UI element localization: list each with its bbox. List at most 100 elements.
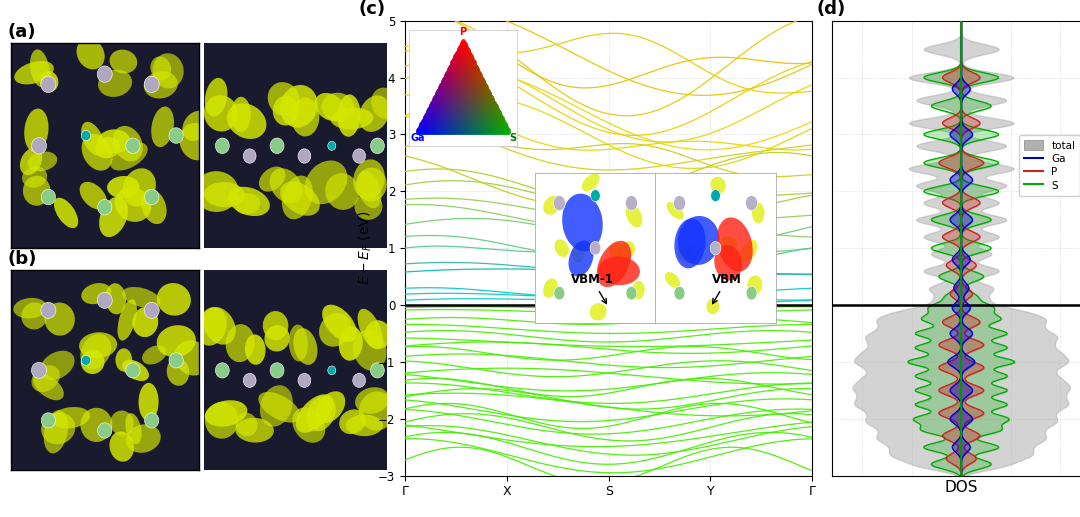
Ellipse shape: [24, 109, 49, 152]
Ellipse shape: [99, 196, 127, 237]
Text: (c): (c): [359, 1, 386, 19]
Ellipse shape: [81, 283, 111, 304]
Ellipse shape: [231, 97, 251, 132]
Circle shape: [81, 355, 91, 366]
Ellipse shape: [280, 181, 320, 216]
Ellipse shape: [109, 431, 134, 462]
Circle shape: [370, 363, 384, 378]
Ellipse shape: [322, 93, 354, 122]
Circle shape: [41, 413, 55, 428]
Circle shape: [125, 363, 140, 378]
Ellipse shape: [205, 402, 239, 439]
Ellipse shape: [81, 122, 105, 156]
Ellipse shape: [292, 98, 320, 136]
Ellipse shape: [330, 108, 374, 129]
Circle shape: [168, 353, 184, 368]
Ellipse shape: [227, 103, 267, 139]
Ellipse shape: [27, 151, 57, 171]
Ellipse shape: [109, 50, 137, 73]
Ellipse shape: [294, 328, 318, 365]
Ellipse shape: [258, 392, 300, 422]
Ellipse shape: [174, 340, 210, 375]
Ellipse shape: [205, 78, 228, 117]
Ellipse shape: [288, 325, 308, 361]
Ellipse shape: [133, 307, 159, 337]
Ellipse shape: [339, 409, 366, 434]
Ellipse shape: [262, 311, 288, 340]
Ellipse shape: [337, 95, 361, 137]
Ellipse shape: [144, 71, 178, 99]
Ellipse shape: [315, 391, 346, 423]
Ellipse shape: [122, 168, 156, 206]
Circle shape: [145, 413, 159, 428]
Ellipse shape: [235, 413, 257, 436]
Ellipse shape: [234, 193, 260, 215]
Ellipse shape: [81, 349, 105, 374]
Circle shape: [270, 363, 284, 378]
Circle shape: [145, 189, 159, 205]
Circle shape: [41, 189, 55, 205]
Ellipse shape: [106, 283, 126, 314]
Ellipse shape: [110, 410, 134, 435]
Ellipse shape: [40, 71, 58, 92]
Circle shape: [298, 373, 311, 387]
Circle shape: [145, 302, 159, 318]
Ellipse shape: [122, 360, 149, 381]
Ellipse shape: [114, 187, 151, 222]
Circle shape: [243, 373, 256, 387]
Ellipse shape: [30, 49, 50, 87]
Ellipse shape: [80, 408, 112, 442]
Ellipse shape: [179, 123, 213, 160]
Ellipse shape: [357, 309, 382, 349]
Ellipse shape: [235, 418, 274, 443]
Circle shape: [215, 363, 229, 378]
Ellipse shape: [293, 407, 325, 443]
Circle shape: [353, 373, 365, 387]
Ellipse shape: [13, 298, 48, 318]
Circle shape: [168, 128, 184, 143]
Ellipse shape: [204, 182, 245, 207]
Ellipse shape: [152, 53, 184, 88]
Ellipse shape: [112, 126, 143, 161]
Ellipse shape: [319, 313, 351, 347]
Circle shape: [298, 149, 311, 163]
Ellipse shape: [151, 107, 174, 147]
Ellipse shape: [141, 189, 166, 224]
Ellipse shape: [166, 358, 189, 386]
Circle shape: [97, 423, 112, 438]
Ellipse shape: [365, 321, 391, 349]
Ellipse shape: [110, 142, 148, 171]
Ellipse shape: [359, 95, 390, 132]
Ellipse shape: [23, 176, 51, 206]
Ellipse shape: [314, 93, 346, 121]
Ellipse shape: [205, 400, 247, 427]
Ellipse shape: [203, 307, 235, 345]
Circle shape: [215, 138, 229, 154]
Ellipse shape: [280, 85, 318, 128]
Ellipse shape: [339, 326, 363, 361]
Ellipse shape: [14, 61, 54, 84]
Ellipse shape: [193, 171, 239, 212]
Ellipse shape: [33, 374, 64, 400]
Ellipse shape: [305, 160, 348, 204]
Circle shape: [41, 302, 56, 318]
Ellipse shape: [282, 175, 313, 219]
Ellipse shape: [77, 38, 105, 69]
Circle shape: [97, 292, 112, 308]
Ellipse shape: [353, 159, 384, 199]
Ellipse shape: [125, 413, 141, 444]
Ellipse shape: [355, 168, 387, 202]
Ellipse shape: [226, 324, 255, 362]
Ellipse shape: [31, 365, 59, 392]
Ellipse shape: [19, 148, 42, 175]
Circle shape: [97, 200, 112, 215]
Circle shape: [327, 141, 336, 150]
Ellipse shape: [80, 334, 111, 369]
Ellipse shape: [82, 134, 112, 171]
Ellipse shape: [122, 287, 161, 308]
Ellipse shape: [353, 330, 387, 371]
Ellipse shape: [322, 305, 356, 342]
Circle shape: [353, 149, 365, 163]
Text: VBM-1: VBM-1: [571, 273, 613, 303]
Ellipse shape: [296, 394, 334, 433]
